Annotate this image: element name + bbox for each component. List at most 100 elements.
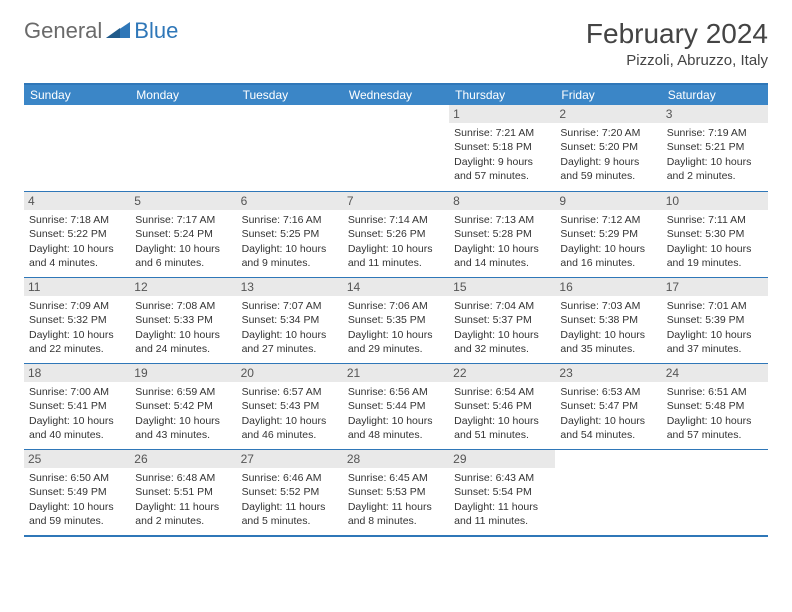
day-info-line: Daylight: 9 hours	[560, 155, 656, 169]
day-cell: 21Sunrise: 6:56 AMSunset: 5:44 PMDayligh…	[343, 364, 449, 449]
day-info-line: and 5 minutes.	[242, 514, 338, 528]
day-cell: 24Sunrise: 6:51 AMSunset: 5:48 PMDayligh…	[662, 364, 768, 449]
page-title: February 2024	[586, 18, 768, 50]
day-number: 1	[449, 105, 555, 123]
day-cell: 23Sunrise: 6:53 AMSunset: 5:47 PMDayligh…	[555, 364, 661, 449]
day-info-line: Daylight: 10 hours	[560, 414, 656, 428]
day-number: 25	[24, 450, 130, 468]
day-info-line: Sunrise: 7:03 AM	[560, 299, 656, 313]
day-info-line: Sunrise: 7:11 AM	[667, 213, 763, 227]
day-cell: 12Sunrise: 7:08 AMSunset: 5:33 PMDayligh…	[130, 278, 236, 363]
day-info-line: and 11 minutes.	[454, 514, 550, 528]
day-info-line: Sunrise: 7:04 AM	[454, 299, 550, 313]
day-number: 13	[237, 278, 343, 296]
weekday-header: Friday	[555, 85, 661, 105]
day-info-line: Sunrise: 7:16 AM	[242, 213, 338, 227]
day-info-line: Sunset: 5:41 PM	[29, 399, 125, 413]
day-info-line: and 40 minutes.	[29, 428, 125, 442]
day-info-line: Sunrise: 6:56 AM	[348, 385, 444, 399]
day-info-line: Sunset: 5:24 PM	[135, 227, 231, 241]
day-info-line: Daylight: 10 hours	[454, 242, 550, 256]
day-info-line: Daylight: 10 hours	[348, 414, 444, 428]
day-cell: 25Sunrise: 6:50 AMSunset: 5:49 PMDayligh…	[24, 450, 130, 535]
weekday-header: Thursday	[449, 85, 555, 105]
day-info-line: Daylight: 11 hours	[348, 500, 444, 514]
day-number: 6	[237, 192, 343, 210]
day-info-line: and 51 minutes.	[454, 428, 550, 442]
weekday-header: Monday	[130, 85, 236, 105]
day-cell: 3Sunrise: 7:19 AMSunset: 5:21 PMDaylight…	[662, 105, 768, 191]
day-info-line: Sunrise: 7:01 AM	[667, 299, 763, 313]
day-info-line: Daylight: 10 hours	[29, 414, 125, 428]
weekday-header-row: SundayMondayTuesdayWednesdayThursdayFrid…	[24, 85, 768, 105]
day-info-line: Daylight: 9 hours	[454, 155, 550, 169]
day-info-line: Daylight: 10 hours	[667, 242, 763, 256]
day-info-line: Sunset: 5:30 PM	[667, 227, 763, 241]
location-label: Pizzoli, Abruzzo, Italy	[586, 52, 768, 69]
day-cell: 13Sunrise: 7:07 AMSunset: 5:34 PMDayligh…	[237, 278, 343, 363]
weekday-header: Saturday	[662, 85, 768, 105]
day-info-line: Sunset: 5:48 PM	[667, 399, 763, 413]
day-number: 26	[130, 450, 236, 468]
day-number: 9	[555, 192, 661, 210]
day-info-line: Daylight: 11 hours	[135, 500, 231, 514]
day-cell	[24, 105, 130, 191]
day-number: 23	[555, 364, 661, 382]
day-info-line: Sunrise: 7:06 AM	[348, 299, 444, 313]
day-cell: 11Sunrise: 7:09 AMSunset: 5:32 PMDayligh…	[24, 278, 130, 363]
day-cell: 29Sunrise: 6:43 AMSunset: 5:54 PMDayligh…	[449, 450, 555, 535]
day-cell	[130, 105, 236, 191]
day-info-line: Sunset: 5:49 PM	[29, 485, 125, 499]
day-info-line: Sunset: 5:32 PM	[29, 313, 125, 327]
title-block: February 2024 Pizzoli, Abruzzo, Italy	[586, 18, 768, 69]
day-info-line: Sunrise: 7:12 AM	[560, 213, 656, 227]
day-info-line: Daylight: 10 hours	[242, 242, 338, 256]
week-row: 1Sunrise: 7:21 AMSunset: 5:18 PMDaylight…	[24, 105, 768, 191]
day-info-line: and 35 minutes.	[560, 342, 656, 356]
day-info-line: Sunrise: 6:59 AM	[135, 385, 231, 399]
day-info-line: Sunrise: 7:09 AM	[29, 299, 125, 313]
day-cell	[237, 105, 343, 191]
day-cell: 16Sunrise: 7:03 AMSunset: 5:38 PMDayligh…	[555, 278, 661, 363]
day-cell: 19Sunrise: 6:59 AMSunset: 5:42 PMDayligh…	[130, 364, 236, 449]
day-info-line: Daylight: 10 hours	[29, 242, 125, 256]
day-info-line: Sunrise: 7:08 AM	[135, 299, 231, 313]
day-info-line: and 8 minutes.	[348, 514, 444, 528]
day-cell: 15Sunrise: 7:04 AMSunset: 5:37 PMDayligh…	[449, 278, 555, 363]
day-number: 20	[237, 364, 343, 382]
day-number: 3	[662, 105, 768, 123]
day-info-line: and 16 minutes.	[560, 256, 656, 270]
day-number: 28	[343, 450, 449, 468]
week-row: 4Sunrise: 7:18 AMSunset: 5:22 PMDaylight…	[24, 191, 768, 277]
day-info-line: and 37 minutes.	[667, 342, 763, 356]
day-info-line: Sunrise: 7:07 AM	[242, 299, 338, 313]
day-info-line: and 32 minutes.	[454, 342, 550, 356]
day-number: 27	[237, 450, 343, 468]
day-info-line: Sunset: 5:21 PM	[667, 140, 763, 154]
day-number: 5	[130, 192, 236, 210]
day-cell	[555, 450, 661, 535]
day-info-line: Sunset: 5:28 PM	[454, 227, 550, 241]
day-info-line: Daylight: 11 hours	[454, 500, 550, 514]
day-cell: 20Sunrise: 6:57 AMSunset: 5:43 PMDayligh…	[237, 364, 343, 449]
day-info-line: Sunset: 5:42 PM	[135, 399, 231, 413]
day-info-line: and 9 minutes.	[242, 256, 338, 270]
day-cell: 26Sunrise: 6:48 AMSunset: 5:51 PMDayligh…	[130, 450, 236, 535]
day-info-line: Sunset: 5:26 PM	[348, 227, 444, 241]
day-cell: 7Sunrise: 7:14 AMSunset: 5:26 PMDaylight…	[343, 192, 449, 277]
week-row: 18Sunrise: 7:00 AMSunset: 5:41 PMDayligh…	[24, 363, 768, 449]
day-info-line: Daylight: 10 hours	[560, 328, 656, 342]
day-number: 21	[343, 364, 449, 382]
day-info-line: Sunset: 5:53 PM	[348, 485, 444, 499]
logo-triangle-icon	[106, 20, 132, 43]
day-info-line: Daylight: 10 hours	[242, 414, 338, 428]
day-info-line: Sunset: 5:52 PM	[242, 485, 338, 499]
day-info-line: and 57 minutes.	[667, 428, 763, 442]
day-info-line: Sunset: 5:54 PM	[454, 485, 550, 499]
day-cell: 5Sunrise: 7:17 AMSunset: 5:24 PMDaylight…	[130, 192, 236, 277]
header: General Blue February 2024 Pizzoli, Abru…	[24, 18, 768, 69]
day-cell: 1Sunrise: 7:21 AMSunset: 5:18 PMDaylight…	[449, 105, 555, 191]
day-info-line: and 48 minutes.	[348, 428, 444, 442]
day-info-line: Daylight: 10 hours	[454, 414, 550, 428]
weekday-header: Tuesday	[237, 85, 343, 105]
